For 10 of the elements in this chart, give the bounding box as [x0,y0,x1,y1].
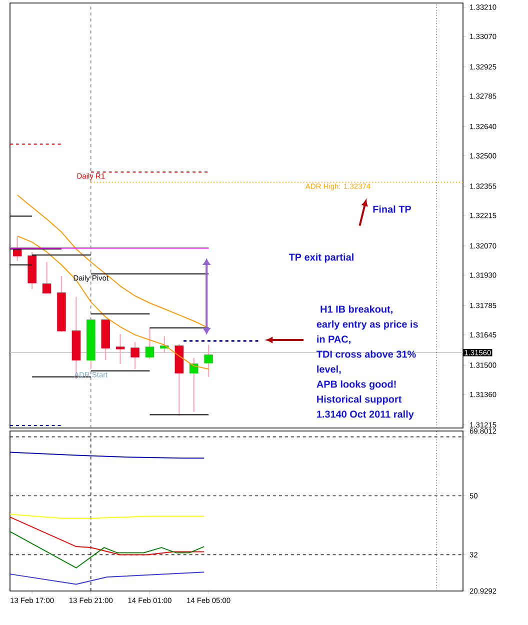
annotation: early entry as price is [316,320,418,330]
annotation: in PAC, [317,335,350,344]
annotation: APB looks good! [316,380,396,390]
annotation: level, [317,365,341,374]
annotation: Historical support [317,395,402,405]
annotation: 1.3140 Oct 2011 rally [317,410,414,420]
annotation: TDI cross above 31% [316,350,416,358]
annotation: Final TP [373,205,412,213]
annotation: H1 IB breakout, [320,305,392,314]
annotation: TP exit partial [288,253,354,263]
